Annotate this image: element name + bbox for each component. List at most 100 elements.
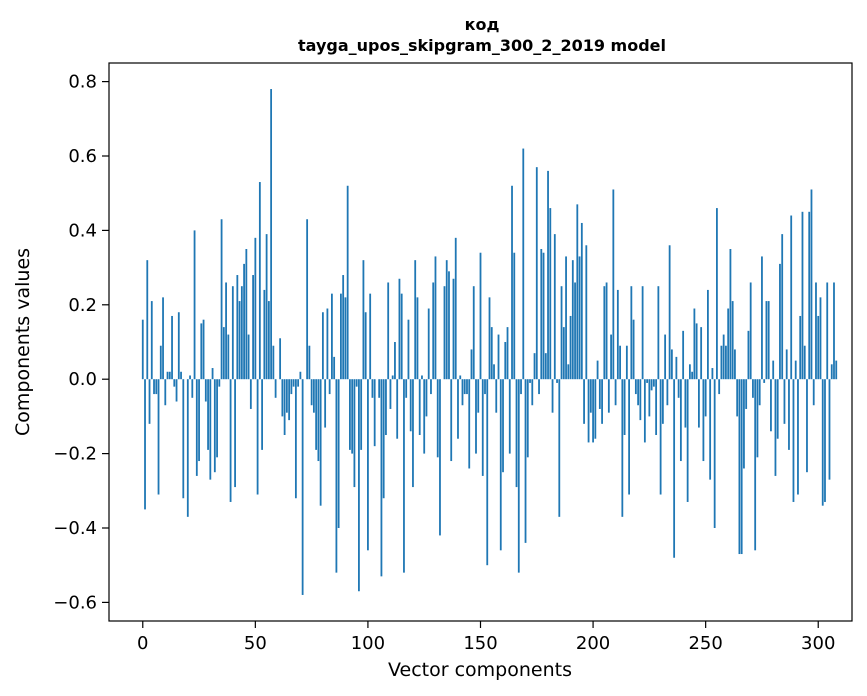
bar-288 xyxy=(790,215,793,380)
bar-57 xyxy=(270,89,273,380)
bar-237 xyxy=(675,356,678,380)
bar-230 xyxy=(659,379,662,495)
bar-308 xyxy=(835,360,838,380)
bar-224 xyxy=(646,379,649,383)
bar-260 xyxy=(727,308,730,380)
bar-236 xyxy=(673,379,676,558)
x-tick-label: 100 xyxy=(351,633,385,654)
bar-16 xyxy=(177,312,180,380)
bar-158 xyxy=(497,334,500,380)
bar-235 xyxy=(670,349,673,380)
bar-74 xyxy=(308,345,311,380)
bar-203 xyxy=(598,379,601,409)
bar-39 xyxy=(229,379,232,502)
bar-240 xyxy=(682,330,685,380)
bar-31 xyxy=(211,368,214,380)
bar-98 xyxy=(362,260,365,380)
bar-13 xyxy=(171,315,173,380)
bar-66 xyxy=(290,379,293,395)
bar-87 xyxy=(337,379,340,528)
bar-287 xyxy=(788,379,790,450)
bar-247 xyxy=(698,379,700,428)
bar-113 xyxy=(396,379,399,439)
bar-151 xyxy=(481,379,484,476)
bar-222 xyxy=(641,286,644,380)
bar-262 xyxy=(731,301,734,380)
bar-45 xyxy=(243,263,245,380)
bar-4 xyxy=(150,301,153,380)
bar-150 xyxy=(479,252,482,380)
bar-84 xyxy=(331,293,333,380)
bar-271 xyxy=(752,379,754,398)
bar-106 xyxy=(380,379,383,577)
bar-18 xyxy=(182,379,185,499)
y-tick-label: 0.2 xyxy=(68,295,97,316)
bar-94 xyxy=(353,379,356,488)
bar-307 xyxy=(833,282,835,380)
bar-232 xyxy=(664,334,667,380)
x-tick-label: 200 xyxy=(576,633,610,654)
bar-282 xyxy=(776,379,779,439)
bar-47 xyxy=(247,334,250,380)
bar-251 xyxy=(707,289,709,380)
bar-166 xyxy=(515,379,518,488)
bar-163 xyxy=(508,379,511,454)
bar-17 xyxy=(180,371,182,380)
bar-123 xyxy=(418,379,421,435)
bar-189 xyxy=(567,364,570,380)
y-tick-label: −0.6 xyxy=(53,592,97,613)
bar-180 xyxy=(547,170,549,380)
bar-54 xyxy=(263,289,266,380)
bar-24 xyxy=(195,379,198,476)
bar-233 xyxy=(666,379,669,406)
bar-3 xyxy=(148,379,151,424)
bar-295 xyxy=(806,379,808,473)
bar-89 xyxy=(342,275,345,380)
bar-182 xyxy=(551,379,554,413)
chart-title-line1: код xyxy=(465,15,500,34)
bar-58 xyxy=(272,345,275,380)
bar-255 xyxy=(716,208,718,380)
bar-170 xyxy=(524,379,527,543)
bar-130 xyxy=(434,256,437,380)
bar-107 xyxy=(382,379,385,499)
bar-32 xyxy=(213,379,216,473)
bar-183 xyxy=(553,234,556,380)
bar-26 xyxy=(200,323,203,380)
bar-7 xyxy=(157,379,160,495)
bar-246 xyxy=(695,323,698,380)
bar-191 xyxy=(571,260,574,380)
bar-121 xyxy=(414,260,417,380)
bar-229 xyxy=(657,286,660,380)
bar-225 xyxy=(648,379,651,417)
bar-285 xyxy=(783,379,786,424)
bar-305 xyxy=(828,379,831,480)
bar-83 xyxy=(328,379,331,395)
bar-56 xyxy=(267,301,270,380)
bar-198 xyxy=(587,379,590,443)
bar-280 xyxy=(772,360,775,380)
bar-244 xyxy=(691,371,694,380)
bar-265 xyxy=(738,379,741,555)
bar-204 xyxy=(601,379,603,424)
bar-120 xyxy=(412,379,414,488)
bar-152 xyxy=(484,379,486,395)
bar-181 xyxy=(549,208,552,380)
bar-70 xyxy=(299,371,302,380)
bar-294 xyxy=(803,345,806,380)
bar-101 xyxy=(369,293,372,380)
bar-207 xyxy=(607,379,610,413)
bar-95 xyxy=(355,379,358,387)
bar-281 xyxy=(774,379,777,476)
bar-75 xyxy=(310,379,313,406)
plot-frame xyxy=(108,62,853,622)
bar-126 xyxy=(425,379,428,417)
bar-146 xyxy=(470,349,473,380)
bar-169 xyxy=(522,148,525,380)
bar-261 xyxy=(729,249,732,380)
bar-278 xyxy=(767,301,770,380)
bar-51 xyxy=(256,379,259,495)
bar-296 xyxy=(808,211,811,380)
bar-205 xyxy=(603,286,606,380)
bar-46 xyxy=(245,249,248,380)
